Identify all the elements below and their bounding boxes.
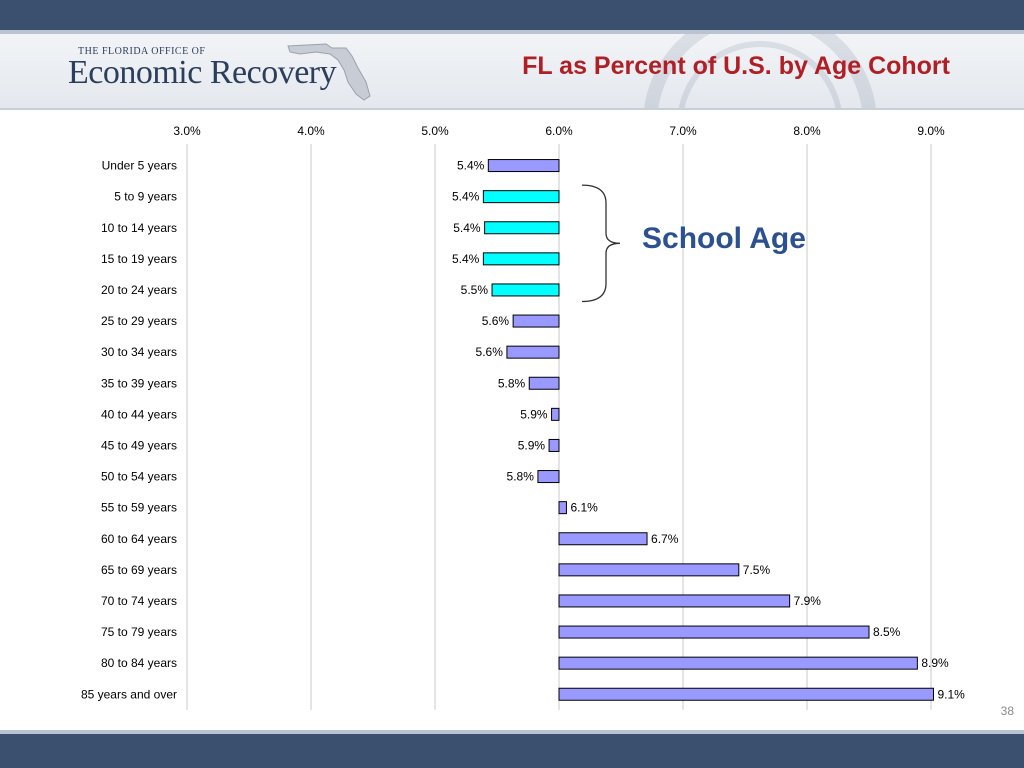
data-label: 5.8% bbox=[507, 470, 535, 484]
bottom-stripe bbox=[0, 730, 1024, 734]
x-tick-label: 7.0% bbox=[669, 124, 697, 138]
bar bbox=[482, 190, 560, 204]
header-band bbox=[0, 34, 1024, 110]
x-tick-label: 5.0% bbox=[421, 124, 449, 138]
bottom-banner bbox=[0, 734, 1024, 768]
data-label: 5.4% bbox=[452, 190, 480, 204]
category-label: 20 to 24 years bbox=[101, 283, 177, 297]
seal-watermark bbox=[644, 34, 876, 108]
data-label: 5.9% bbox=[518, 438, 546, 452]
x-tick-label: 9.0% bbox=[917, 124, 945, 138]
category-label: 60 to 64 years bbox=[101, 532, 177, 546]
category-label: Under 5 years bbox=[102, 159, 177, 173]
bar bbox=[484, 221, 560, 235]
category-label: 55 to 59 years bbox=[101, 501, 177, 515]
bar bbox=[551, 407, 560, 421]
bar bbox=[558, 532, 648, 546]
logo-big-text: Economic Recovery bbox=[68, 54, 337, 91]
category-label: 30 to 34 years bbox=[101, 345, 177, 359]
category-label: 65 to 69 years bbox=[101, 563, 177, 577]
bar bbox=[487, 159, 560, 173]
bar bbox=[558, 625, 870, 639]
bar bbox=[537, 470, 560, 484]
bar bbox=[528, 376, 560, 390]
florida-map-icon bbox=[287, 43, 371, 101]
x-tick-label: 4.0% bbox=[297, 124, 325, 138]
bar bbox=[558, 594, 791, 608]
category-label: 40 to 44 years bbox=[101, 407, 177, 421]
page-number: 38 bbox=[1000, 704, 1014, 718]
category-label: 80 to 84 years bbox=[101, 656, 177, 670]
slide-title: FL as Percent of U.S. by Age Cohort bbox=[522, 52, 950, 80]
school-age-brace bbox=[581, 184, 621, 303]
bar bbox=[558, 687, 934, 701]
data-label: 7.5% bbox=[743, 563, 771, 577]
bar bbox=[512, 314, 560, 328]
bar bbox=[482, 252, 560, 266]
category-label: 10 to 14 years bbox=[101, 221, 177, 235]
bar bbox=[548, 438, 560, 452]
top-stripe bbox=[0, 30, 1024, 34]
data-label: 5.6% bbox=[476, 345, 504, 359]
data-label: 5.4% bbox=[453, 221, 481, 235]
bar bbox=[491, 283, 560, 297]
category-label: 85 years and over bbox=[81, 687, 177, 701]
data-label: 6.7% bbox=[651, 532, 679, 546]
category-label: 15 to 19 years bbox=[101, 252, 177, 266]
category-label: 5 to 9 years bbox=[114, 190, 177, 204]
category-label: 50 to 54 years bbox=[101, 470, 177, 484]
data-label: 7.9% bbox=[794, 594, 822, 608]
category-label: 70 to 74 years bbox=[101, 594, 177, 608]
school-age-annotation: School Age bbox=[642, 222, 806, 255]
data-label: 5.5% bbox=[461, 283, 489, 297]
category-label: 35 to 39 years bbox=[101, 376, 177, 390]
category-label: 45 to 49 years bbox=[101, 438, 177, 452]
bar bbox=[558, 501, 567, 515]
logo-small-text: THE FLORIDA OFFICE OF bbox=[78, 46, 206, 57]
data-label: 5.4% bbox=[457, 159, 485, 173]
bar-chart: 3.0% 4.0% 5.0% 6.0% 7.0% 8.0% 9.0% Under 5 year… bbox=[81, 124, 965, 710]
x-tick-label: 6.0% bbox=[545, 124, 573, 138]
logo: THE FLORIDA OFFICE OF Economic Recovery bbox=[68, 43, 371, 104]
bar bbox=[506, 345, 560, 359]
bar bbox=[558, 563, 740, 577]
data-label: 6.1% bbox=[570, 501, 598, 515]
data-label: 8.9% bbox=[921, 656, 949, 670]
x-tick-label: 8.0% bbox=[793, 124, 821, 138]
data-label: 5.6% bbox=[482, 314, 510, 328]
category-label: 75 to 79 years bbox=[101, 625, 177, 639]
category-label: 25 to 29 years bbox=[101, 314, 177, 328]
top-banner bbox=[0, 0, 1024, 30]
data-label: 8.5% bbox=[873, 625, 901, 639]
bar bbox=[558, 656, 918, 670]
x-tick-label: 3.0% bbox=[173, 124, 201, 138]
data-label: 9.1% bbox=[937, 687, 965, 701]
data-label: 5.9% bbox=[520, 407, 548, 421]
data-label: 5.8% bbox=[498, 376, 526, 390]
data-label: 5.4% bbox=[452, 252, 480, 266]
